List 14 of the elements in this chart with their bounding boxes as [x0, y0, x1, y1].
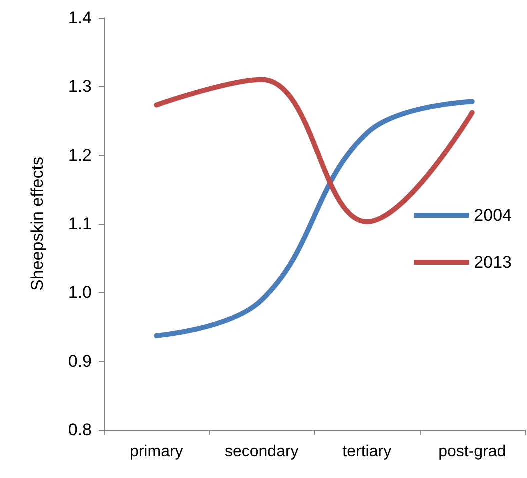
y-tick-label: 0.8 [68, 420, 92, 440]
x-tick-label: secondary [224, 444, 299, 460]
x-tick-label: primary [130, 444, 184, 460]
legend-label: 2013 [474, 253, 512, 272]
y-tick-label: 1.1 [68, 214, 92, 234]
y-tick-label: 0.9 [68, 352, 92, 371]
legend-label: 2004 [474, 206, 512, 225]
y-axis-title: Sheepskin effects [28, 157, 47, 291]
y-tick-label: 1.2 [68, 146, 92, 165]
y-tick-label: 1.0 [68, 283, 92, 302]
x-tick-label: tertiary [342, 444, 392, 460]
y-tick-label: 1.3 [68, 77, 92, 96]
y-tick-label: 1.4 [68, 8, 92, 28]
x-tick-label: post-grad [438, 444, 506, 460]
